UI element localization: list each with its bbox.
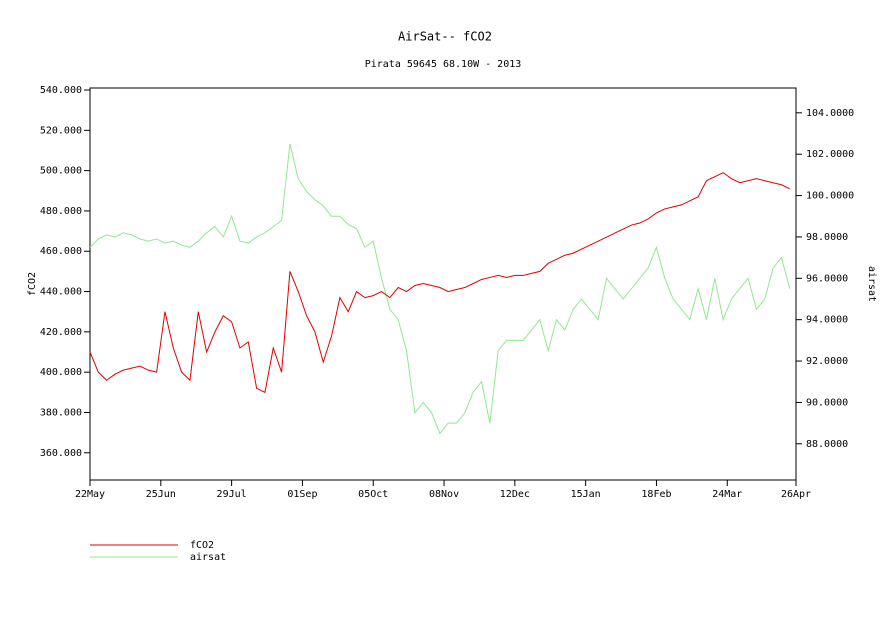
x-tick-label: 05Oct [358,489,388,500]
legend-label: airsat [190,552,226,563]
data-line [89,143,791,435]
x-tick-label: 01Sep [287,489,317,500]
legend-label: fCO2 [190,540,214,551]
chart-title: AirSat-- fCO2 [398,30,492,44]
y-tick-label: 540.000 [40,85,82,96]
y-tick-label: 500.000 [40,166,82,177]
y2-axis-label: airsat [866,266,877,302]
y2-tick-label: 96.0000 [806,273,848,284]
y-tick-label: 420.000 [40,327,82,338]
y-tick-label: 520.000 [40,125,82,136]
y2-tick-label: 90.0000 [806,397,848,408]
x-tick-label: 12Dec [500,489,530,500]
x-tick-label: 29Jul [217,489,247,500]
y2-tick-label: 98.0000 [806,232,848,243]
y2-tick-label: 102.0000 [806,149,854,160]
x-tick-label: 24Mar [712,489,742,500]
x-tick-label: 26Apr [781,489,811,500]
y2-tick-label: 100.0000 [806,191,854,202]
y2-tick-label: 92.0000 [806,356,848,367]
x-tick-label: 18Feb [641,489,671,500]
y-tick-label: 460.000 [40,246,82,257]
y-tick-label: 480.000 [40,206,82,217]
y-tick-label: 400.000 [40,367,82,378]
y-tick-label: 380.000 [40,407,82,418]
chart-subtitle: Pirata 59645 68.10W - 2013 [365,59,522,70]
x-tick-label: 08Nov [429,489,459,500]
data-line [89,172,790,394]
x-tick-label: 25Jun [146,489,176,500]
y2-tick-label: 94.0000 [806,315,848,326]
y-tick-label: 360.000 [40,448,82,459]
x-tick-label: 22May [75,489,105,500]
plot-frame [89,87,797,481]
x-tick-label: 15Jan [571,489,601,500]
y-tick-label: 440.000 [40,287,82,298]
y-axis-label: fCO2 [27,272,38,296]
y2-tick-label: 104.0000 [806,108,854,119]
y2-tick-label: 88.0000 [806,439,848,450]
